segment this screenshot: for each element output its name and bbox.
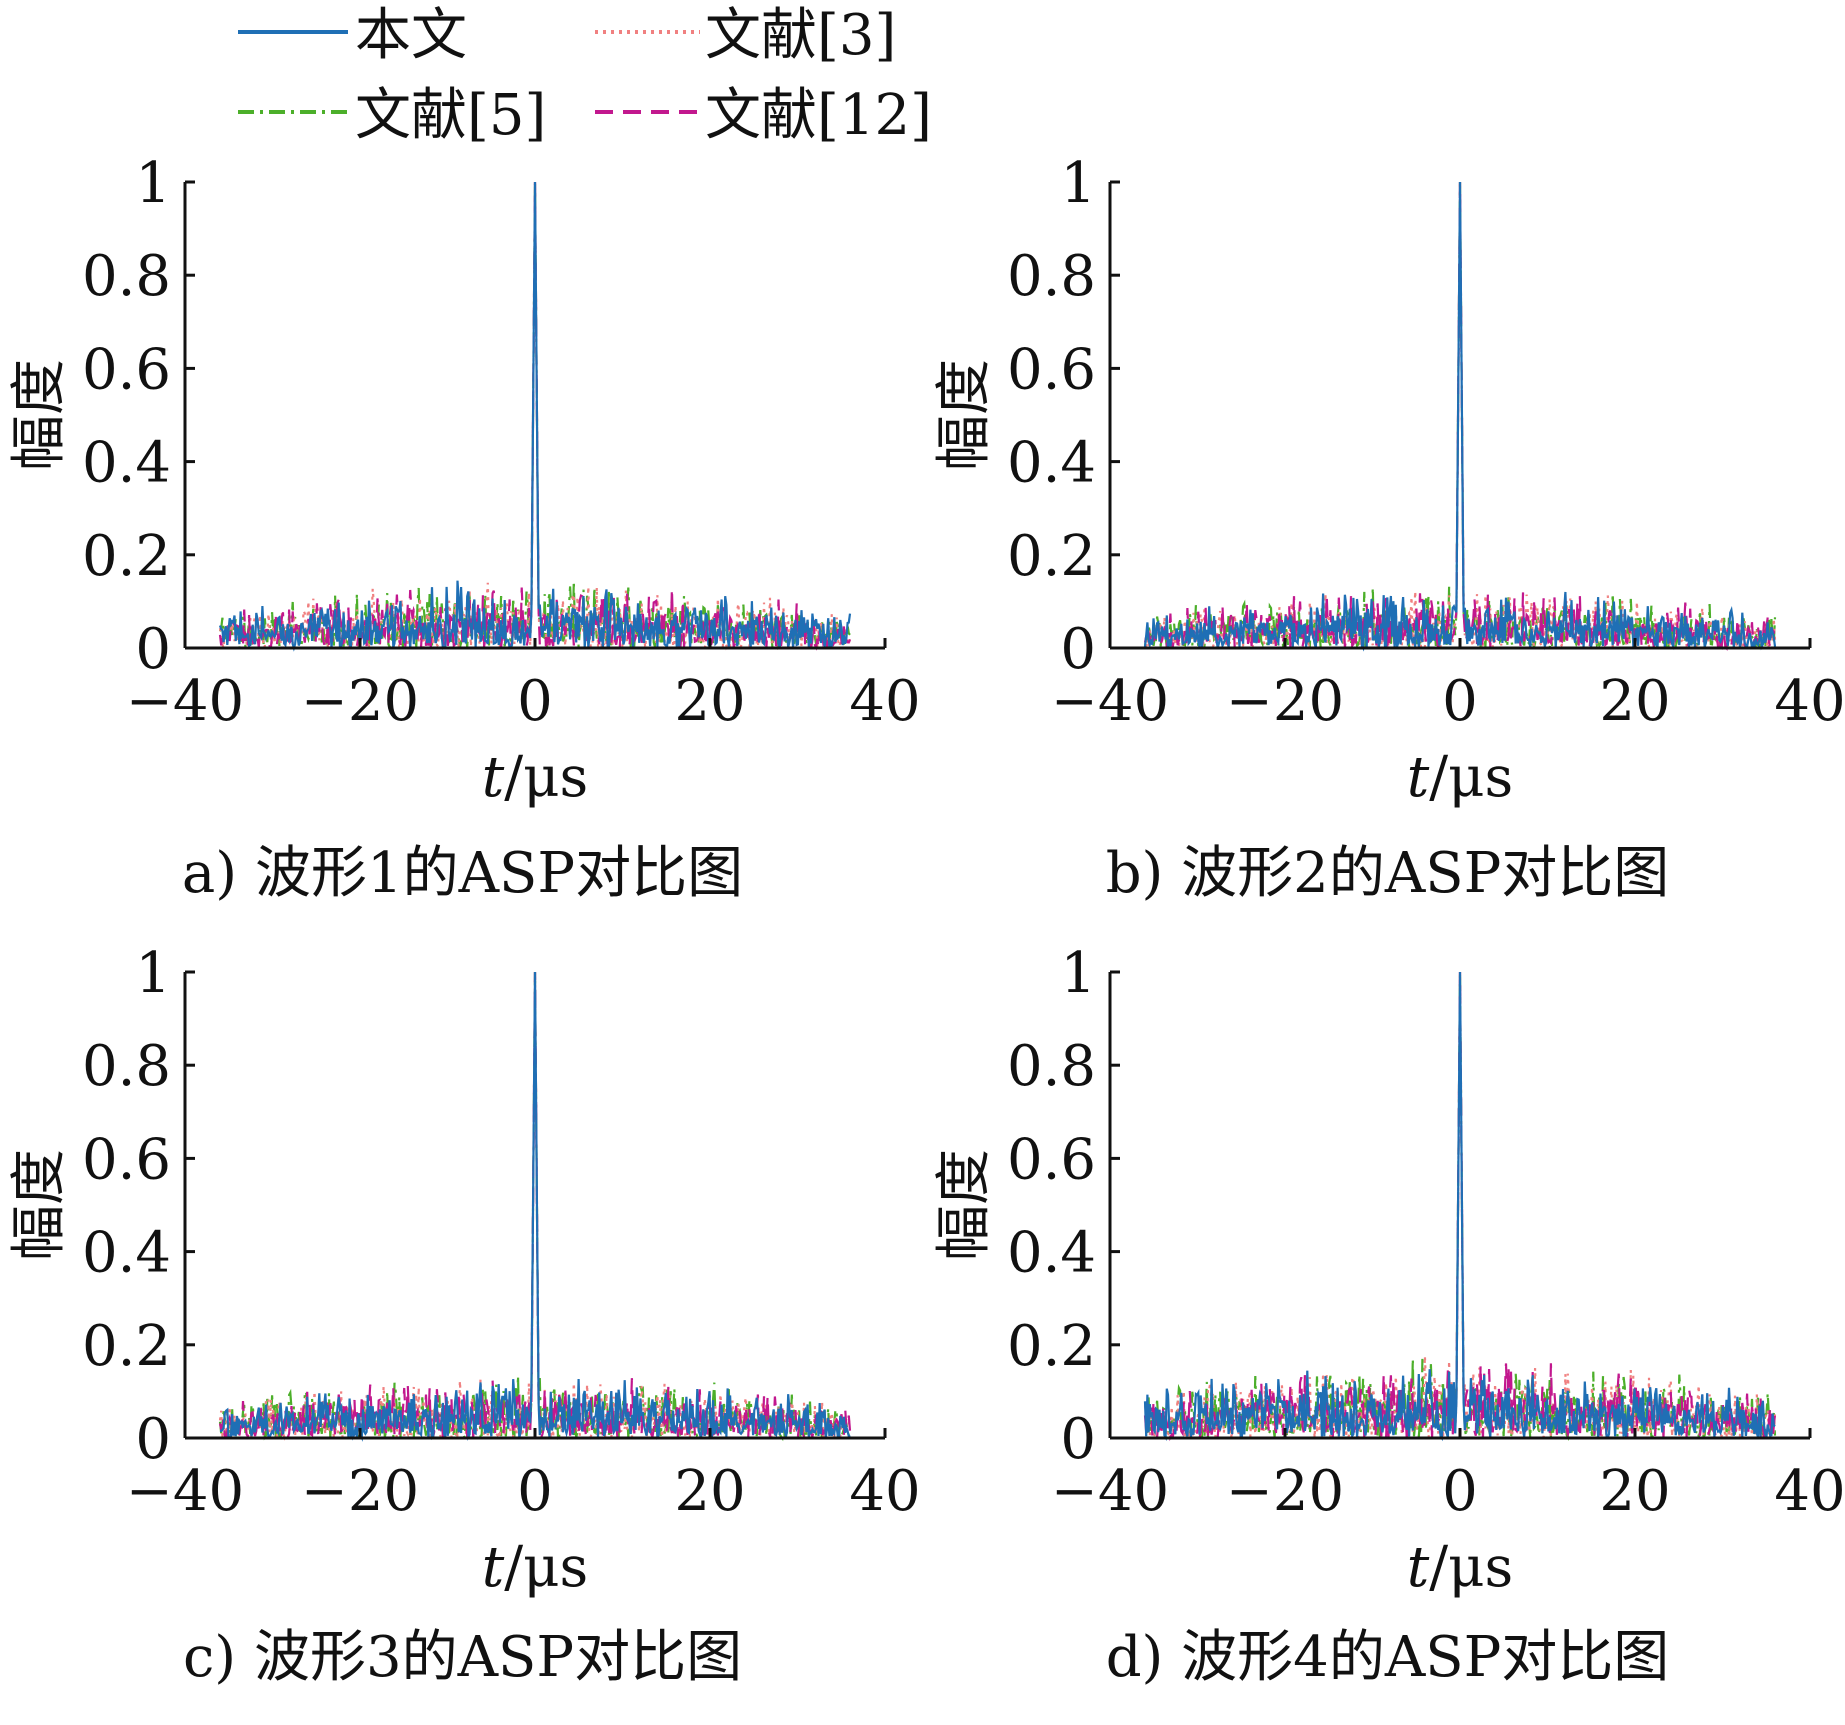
x-axis-label-var: t	[1407, 1535, 1430, 1600]
chart-panel-d: 0 0.2 0.4 0.6 0.8 1 −40 −20 0 20 40 t/μs 幅度 d) 波形4的A…	[925, 930, 1845, 1725]
y-tick-label: 0.8	[1007, 1034, 1096, 1099]
x-axis-label-unit: /μs	[1429, 1535, 1513, 1600]
y-tick-label: 0.2	[82, 1314, 171, 1379]
x-tick-label: −20	[301, 1459, 419, 1524]
y-tick-label: 0.4	[1007, 1221, 1096, 1286]
y-axis-label: 幅度	[932, 359, 997, 471]
y-tick-label: 0.6	[82, 1127, 171, 1192]
x-tick-label: 0	[517, 669, 553, 734]
y-tick-label: 0.2	[82, 524, 171, 589]
x-tick-label: −20	[1226, 1459, 1344, 1524]
plot-c: 0 0.2 0.4 0.6 0.8 1 −40 −20 0 20 40 t/μs 幅度	[7, 941, 921, 1600]
y-tick-label: 0.4	[82, 431, 171, 496]
x-axis-label-var: t	[1407, 745, 1430, 810]
series-line-1	[1143, 971, 1776, 1442]
series-group	[218, 971, 852, 1442]
x-axis-label: t/μs	[1407, 745, 1514, 810]
x-tick-label: −20	[301, 669, 419, 734]
legend-label-1: 文献[3]	[705, 3, 896, 68]
y-tick-label: 1	[135, 151, 171, 216]
x-tick-label: 0	[1442, 669, 1478, 734]
x-axis-label-unit: /μs	[504, 1535, 588, 1600]
plot-b: 0 0.2 0.4 0.6 0.8 1 −40 −20 0 20 40 t/μs 幅度	[932, 151, 1845, 810]
y-tick-label: 0.6	[82, 337, 171, 402]
x-axis-label-var: t	[482, 1535, 505, 1600]
x-axis-label-unit: /μs	[1429, 745, 1513, 810]
x-tick-label: 20	[1599, 669, 1670, 734]
caption-a: a) 波形1的ASP对比图	[181, 841, 744, 906]
y-tick-label: 0	[1060, 617, 1096, 682]
y-tick-label: 0.4	[1007, 431, 1096, 496]
x-axis-label-var: t	[482, 745, 505, 810]
x-tick-label: 0	[517, 1459, 553, 1524]
series-line-1	[219, 971, 851, 1442]
y-tick-label: 1	[1060, 151, 1096, 216]
x-tick-label: −40	[126, 669, 244, 734]
x-axis-label-unit: /μs	[504, 745, 588, 810]
series-group	[1143, 971, 1777, 1442]
x-tick-label: 40	[849, 1459, 920, 1524]
y-tick-label: 0	[135, 1407, 171, 1472]
y-tick-label: 1	[135, 941, 171, 1006]
y-tick-label: 0	[1060, 1407, 1096, 1472]
chart-panel-a: 0 0.2 0.4 0.6 0.8 1 −40 −20 0 20 40 t/μs 幅度 a) 波形1的A…	[0, 140, 925, 935]
x-axis-label: t/μs	[482, 1535, 589, 1600]
legend-label-2: 文献[5]	[355, 83, 546, 148]
x-tick-label: −20	[1226, 669, 1344, 734]
caption-b: b) 波形2的ASP对比图	[1105, 841, 1670, 906]
legend-item-3: 文献[12]	[595, 83, 932, 148]
y-tick-label: 0.8	[1007, 244, 1096, 309]
legend-label-0: 本文	[355, 3, 467, 68]
x-tick-label: 20	[674, 669, 745, 734]
y-axis-label: 幅度	[7, 1149, 72, 1261]
x-tick-label: 40	[1774, 1459, 1845, 1524]
series-group	[218, 181, 852, 652]
x-axis-label: t/μs	[1407, 1535, 1514, 1600]
y-tick-label: 0.6	[1007, 337, 1096, 402]
plot-a: 0 0.2 0.4 0.6 0.8 1 −40 −20 0 20 40 t/μs 幅度	[7, 151, 921, 810]
x-tick-label: −40	[1051, 1459, 1169, 1524]
y-tick-label: 0.4	[82, 1221, 171, 1286]
x-tick-label: 40	[1774, 669, 1845, 734]
legend-item-2: 文献[5]	[238, 83, 546, 148]
y-tick-label: 0	[135, 617, 171, 682]
x-tick-label: 20	[1599, 1459, 1670, 1524]
series-line-1	[218, 181, 852, 652]
x-tick-label: 0	[1442, 1459, 1478, 1524]
caption-d: d) 波形4的ASP对比图	[1105, 1625, 1670, 1690]
y-tick-label: 0.6	[1007, 1127, 1096, 1192]
chart-panel-b: 0 0.2 0.4 0.6 0.8 1 −40 −20 0 20 40 t/μs 幅度 b) 波形2的A…	[925, 140, 1845, 935]
x-tick-label: 20	[674, 1459, 745, 1524]
x-axis-label: t/μs	[482, 745, 589, 810]
y-tick-label: 1	[1060, 941, 1096, 1006]
x-tick-label: 40	[849, 669, 920, 734]
series-line-2	[218, 971, 852, 1442]
series-line-1	[1143, 181, 1777, 652]
y-tick-label: 0.8	[82, 244, 171, 309]
series-group	[1143, 181, 1777, 652]
y-tick-label: 0.8	[82, 1034, 171, 1099]
legend-item-1: 文献[3]	[595, 3, 896, 68]
y-tick-label: 0.2	[1007, 1314, 1096, 1379]
x-tick-label: −40	[1051, 669, 1169, 734]
plot-d: 0 0.2 0.4 0.6 0.8 1 −40 −20 0 20 40 t/μs 幅度	[932, 941, 1845, 1600]
chart-panel-c: 0 0.2 0.4 0.6 0.8 1 −40 −20 0 20 40 t/μs 幅度 c) 波形3的A…	[0, 930, 925, 1725]
legend-item-0: 本文	[238, 3, 467, 68]
y-axis-label: 幅度	[7, 359, 72, 471]
x-tick-label: −40	[126, 1459, 244, 1524]
series-line-2	[218, 181, 852, 652]
caption-c: c) 波形3的ASP对比图	[182, 1625, 743, 1690]
chart-legend: 本文 文献[3] 文献[5] 文献[12]	[238, 3, 932, 148]
legend-label-3: 文献[12]	[705, 83, 932, 148]
y-axis-label: 幅度	[932, 1149, 997, 1261]
y-tick-label: 0.2	[1007, 524, 1096, 589]
